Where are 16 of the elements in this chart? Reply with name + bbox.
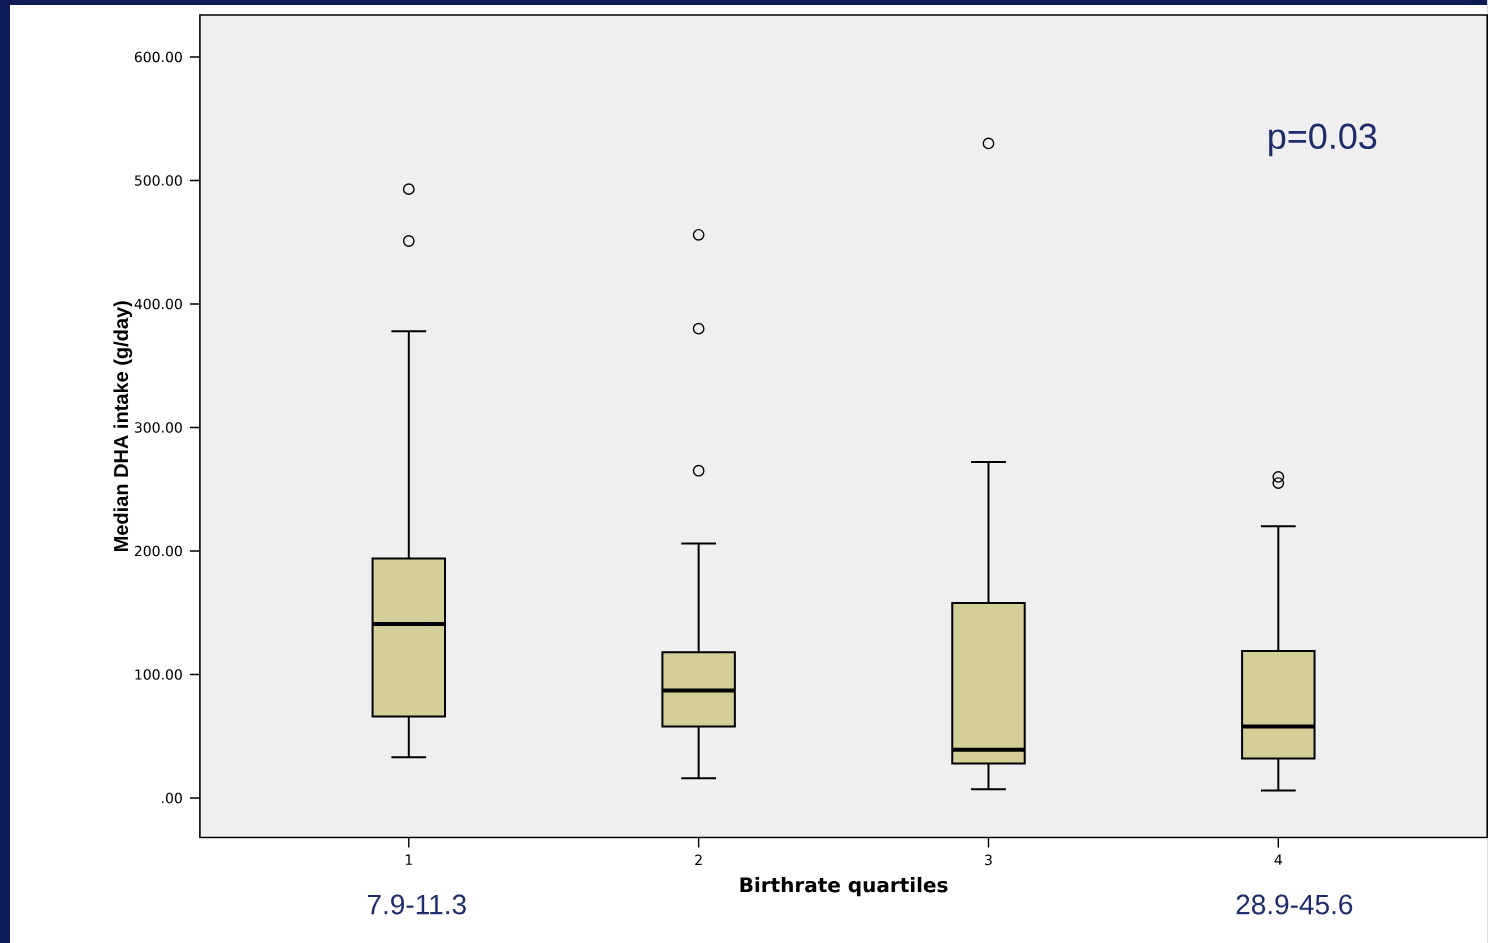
text: 7.9-11.3 bbox=[367, 894, 466, 915]
y-tick-label: 600.00 bbox=[134, 51, 182, 63]
y-tick-label: .00 bbox=[162, 792, 182, 804]
y-axis-title: Median DHA intake (g/day) bbox=[113, 300, 133, 551]
x-axis-title: Birthrate quartiles bbox=[740, 876, 948, 897]
text: 28.9-45.6 bbox=[1236, 894, 1353, 915]
x-tick-label: 1 bbox=[405, 854, 412, 865]
y-tick-label: 400.00 bbox=[134, 298, 182, 310]
x-tick-label: 2 bbox=[695, 854, 702, 865]
y-tick-label: 300.00 bbox=[134, 421, 182, 433]
y-tick-label: 500.00 bbox=[134, 174, 182, 186]
y-tick-label: 200.00 bbox=[134, 545, 182, 557]
annotation: p=0.03 bbox=[1269, 123, 1377, 156]
x-tick-label: 4 bbox=[1274, 854, 1282, 865]
x-tick-label: 3 bbox=[985, 854, 992, 865]
y-tick-label: 100.00 bbox=[135, 668, 182, 680]
